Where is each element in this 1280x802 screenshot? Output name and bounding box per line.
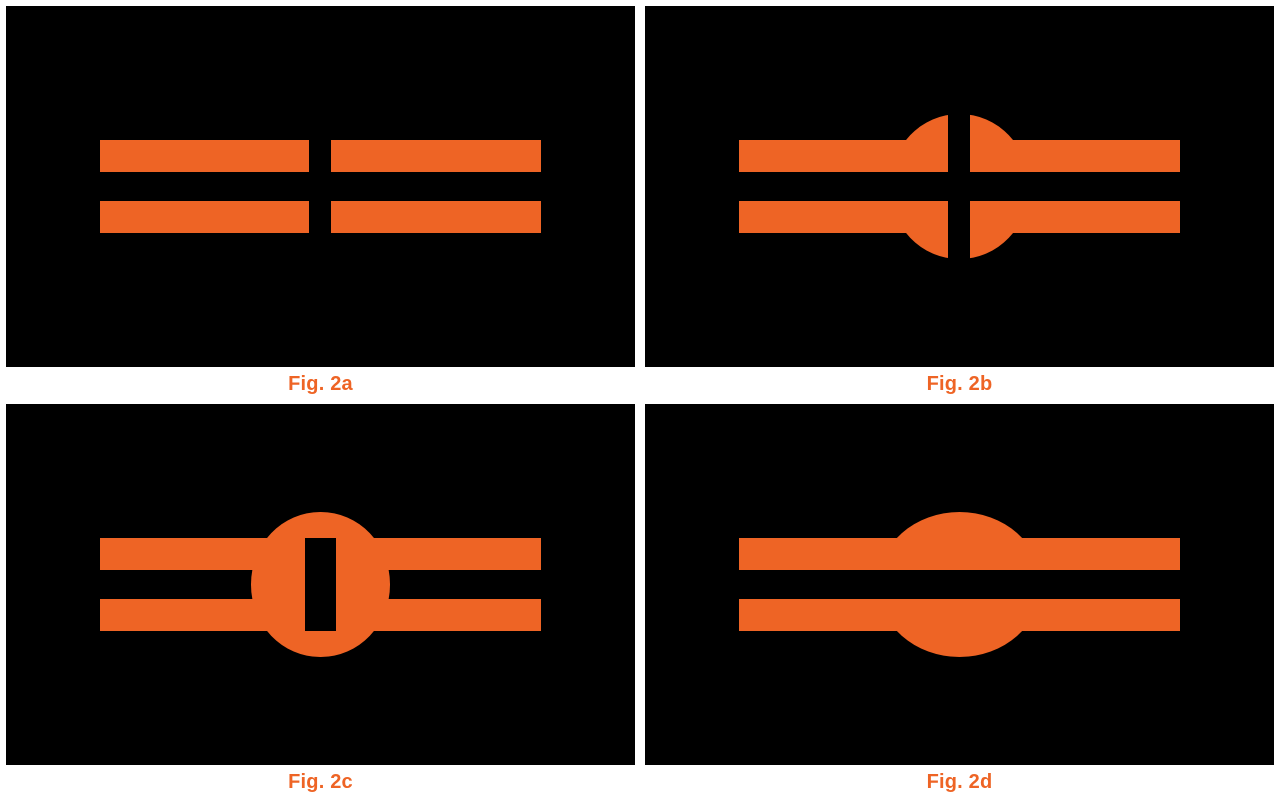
figure-grid: Fig. 2a Fig. 2b Fig. 2c Fig. 2d: [0, 0, 1280, 802]
panel-frame-2a: [6, 6, 635, 367]
fig2b-slit: [948, 111, 970, 263]
panel-2d: [645, 404, 1274, 765]
panel-2b: [645, 6, 1274, 367]
fig2d-bar-bottom: [739, 599, 1179, 631]
figure-cell-2d: Fig. 2d: [645, 404, 1274, 796]
fig2a-slit: [309, 136, 331, 237]
fig2c-slit: [305, 538, 336, 632]
fig2c-horiz-gap-left: [94, 570, 251, 599]
caption-2b: Fig. 2b: [927, 373, 993, 396]
fig2c-horiz-gap-right: [390, 570, 547, 599]
caption-2d: Fig. 2d: [927, 771, 993, 794]
fig2d-bar-top: [739, 538, 1179, 570]
figure-cell-2b: Fig. 2b: [645, 6, 1274, 398]
panel-2a: [6, 6, 635, 367]
fig2d-horiz-gap: [733, 570, 1186, 599]
panel-frame-2c: [6, 404, 635, 765]
figure-cell-2c: Fig. 2c: [6, 404, 635, 796]
caption-2a: Fig. 2a: [288, 373, 353, 396]
panel-2c: [6, 404, 635, 765]
panel-frame-2b: [645, 6, 1274, 367]
figure-cell-2a: Fig. 2a: [6, 6, 635, 398]
caption-2c: Fig. 2c: [288, 771, 353, 794]
panel-frame-2d: [645, 404, 1274, 765]
